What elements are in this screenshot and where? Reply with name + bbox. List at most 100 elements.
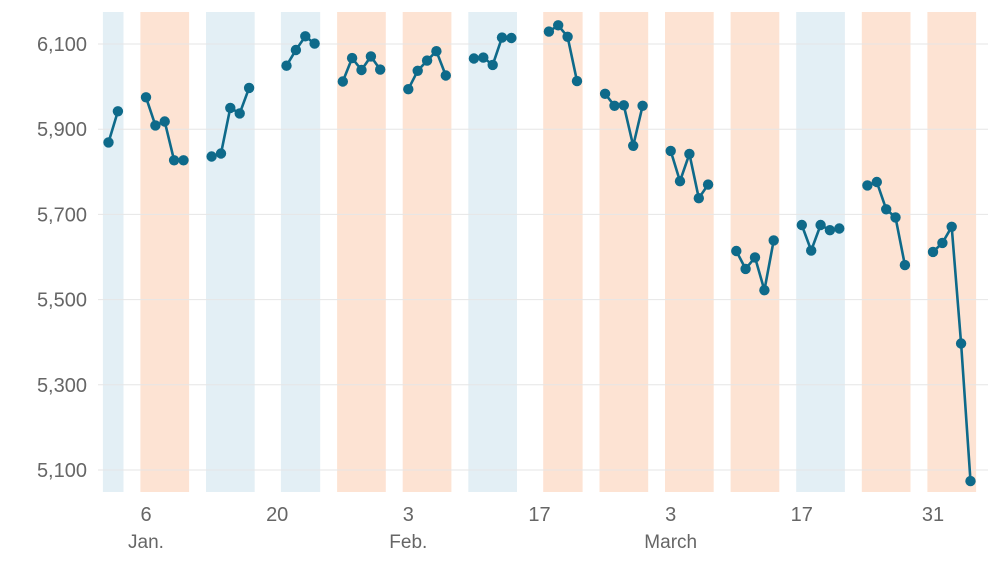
- data-point-2025-03-05: [684, 148, 695, 160]
- data-point-2025-03-21: [834, 223, 845, 234]
- data-point-2025-01-22: [290, 44, 302, 56]
- data-point-2025-03-13: [759, 285, 770, 296]
- data-point-2025-03-12: [749, 252, 761, 263]
- x-tick-label: 20: [266, 504, 288, 526]
- data-point-2025-04-01: [937, 237, 948, 249]
- data-point-2025-01-29: [356, 64, 367, 76]
- data-point-2025-01-28: [346, 52, 358, 64]
- shaded-week-bands: [102, 12, 977, 492]
- data-point-2025-01-15: [225, 102, 236, 114]
- data-point-2025-03-18: [806, 245, 817, 256]
- series-points: [103, 20, 976, 487]
- data-point-2025-02-05: [421, 55, 433, 66]
- data-point-2025-03-27: [890, 212, 901, 223]
- data-point-2025-02-10: [468, 53, 480, 64]
- data-point-2025-03-31: [927, 246, 939, 258]
- x-axis-tick-labels: 6 20 3 17 3 17 31: [140, 504, 944, 526]
- y-tick-label: 5,900: [37, 119, 87, 141]
- data-point-2025-01-07: [150, 120, 161, 131]
- data-point-2025-01-06: [140, 92, 152, 103]
- data-point-2025-02-14: [506, 32, 517, 44]
- y-tick-label: 5,100: [37, 460, 87, 482]
- week-band-2: [140, 12, 190, 492]
- data-point-2025-03-07: [702, 179, 714, 190]
- data-point-2025-02-28: [637, 100, 648, 112]
- data-point-2025-03-24: [862, 180, 873, 191]
- week-band-4: [280, 12, 321, 492]
- week-band-10: [665, 12, 714, 492]
- data-point-2025-03-14: [768, 235, 779, 246]
- data-point-2025-04-04: [965, 475, 976, 487]
- week-band-8: [543, 12, 583, 492]
- data-point-2025-01-02: [103, 137, 114, 148]
- data-point-2025-03-20: [824, 225, 836, 236]
- data-point-2025-01-13: [206, 151, 217, 162]
- data-point-2025-03-19: [815, 219, 826, 231]
- y-gridlines: [98, 43, 988, 471]
- data-point-2025-01-27: [337, 76, 348, 87]
- data-point-2025-03-17: [796, 219, 807, 231]
- series-line-segment-1: [107, 110, 120, 144]
- data-point-2025-03-25: [871, 176, 882, 188]
- week-band-5: [337, 12, 386, 492]
- data-point-2025-02-27: [628, 140, 639, 151]
- data-point-2025-02-20: [562, 31, 573, 42]
- data-point-2025-01-08: [159, 116, 170, 127]
- data-point-2025-01-17: [243, 82, 255, 94]
- data-point-2025-02-13: [496, 32, 508, 43]
- data-point-2025-02-11: [478, 52, 489, 63]
- data-point-2025-03-06: [693, 193, 704, 204]
- month-label: Jan.: [128, 532, 164, 553]
- data-point-2025-01-31: [375, 64, 386, 75]
- x-tick-label: 31: [922, 504, 944, 526]
- x-tick-label: 3: [403, 504, 414, 526]
- data-point-2025-01-23: [300, 31, 311, 42]
- y-tick-label: 6,100: [37, 34, 87, 56]
- data-point-2025-01-21: [281, 60, 292, 71]
- y-tick-label: 5,300: [37, 375, 87, 397]
- data-point-2025-01-16: [234, 108, 245, 119]
- data-point-2025-02-19: [553, 20, 564, 31]
- data-point-2025-02-03: [403, 84, 414, 95]
- data-point-2025-02-18: [543, 26, 555, 37]
- x-tick-label: 6: [140, 504, 151, 526]
- data-point-2025-03-26: [881, 204, 892, 215]
- data-point-2025-03-10: [731, 245, 742, 257]
- data-point-2025-03-04: [674, 176, 686, 187]
- y-tick-label: 5,700: [37, 204, 87, 226]
- data-point-2025-04-03: [955, 338, 967, 349]
- week-band-1: [102, 12, 124, 492]
- week-band-7: [468, 12, 517, 492]
- data-point-2025-04-02: [946, 221, 957, 232]
- data-point-2025-02-24: [599, 88, 611, 100]
- y-tick-label: 5,500: [37, 290, 87, 312]
- data-point-2025-01-09: [168, 155, 180, 166]
- x-tick-label: 17: [528, 504, 550, 526]
- data-point-2025-02-06: [431, 46, 442, 57]
- data-point-2025-01-30: [365, 51, 377, 62]
- data-point-2025-02-21: [571, 75, 583, 87]
- data-point-2025-01-24: [309, 38, 320, 49]
- week-band-9: [599, 12, 649, 492]
- data-point-2025-01-10: [178, 155, 189, 166]
- series-line-segment-8: [547, 24, 579, 83]
- data-point-2025-03-11: [740, 263, 751, 275]
- data-point-2025-02-25: [609, 100, 620, 112]
- data-point-2025-03-28: [899, 259, 911, 271]
- x-tick-label: 17: [791, 504, 813, 526]
- data-point-2025-02-26: [618, 100, 629, 111]
- data-point-2025-02-12: [487, 59, 498, 71]
- data-point-2025-02-04: [412, 65, 423, 77]
- week-band-12: [796, 12, 845, 492]
- data-point-2025-01-03: [112, 106, 124, 117]
- series-line-segment-4: [285, 35, 316, 67]
- month-label: Feb.: [389, 532, 427, 553]
- y-axis-tick-labels: 5,100 5,300 5,500 5,700 5,900 6,100: [37, 34, 87, 482]
- month-label: March: [644, 532, 697, 553]
- x-tick-label: 3: [665, 504, 676, 526]
- x-axis-month-labels: Jan. Feb. March: [128, 532, 697, 553]
- data-point-2025-01-14: [215, 148, 227, 159]
- data-point-2025-02-07: [440, 70, 451, 81]
- data-point-2025-03-03: [665, 145, 676, 157]
